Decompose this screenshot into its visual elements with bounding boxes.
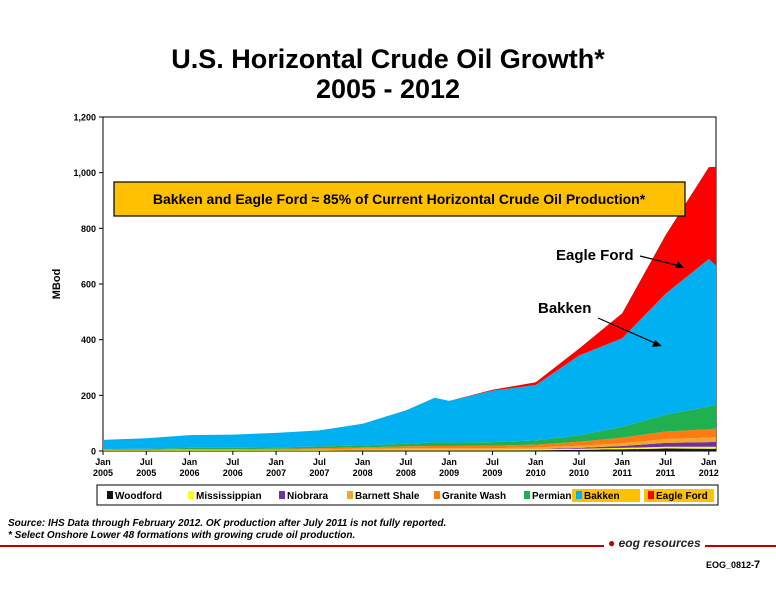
annotation-bakken-arrow bbox=[597, 317, 658, 345]
source-line-1: Source: IHS Data through February 2012. … bbox=[8, 518, 447, 529]
legend-label-granite-wash: Granite Wash bbox=[442, 491, 506, 502]
x-tick-label-month: Jul bbox=[140, 457, 153, 467]
legend-label-bakken: Bakken bbox=[584, 491, 620, 502]
legend-label-permian: Permian bbox=[532, 491, 571, 502]
legend-swatch-permian bbox=[524, 491, 530, 499]
legend-label-barnett-shale: Barnett Shale bbox=[355, 491, 420, 502]
x-tick-label-year: 2009 bbox=[439, 468, 459, 478]
x-tick-label-year: 2006 bbox=[223, 468, 243, 478]
legend-swatch-granite-wash bbox=[434, 491, 440, 499]
area-barnett-shale bbox=[103, 437, 716, 451]
legend-label-woodford: Woodford bbox=[115, 491, 162, 502]
x-tick-label-year: 2010 bbox=[569, 468, 589, 478]
footer-rule bbox=[0, 545, 776, 547]
x-tick-label-month: Jan bbox=[701, 457, 717, 467]
y-tick-label: 800 bbox=[81, 224, 96, 234]
x-tick-label-year: 2008 bbox=[396, 468, 416, 478]
area-woodford bbox=[103, 448, 716, 451]
title-line-1: U.S. Horizontal Crude Oil Growth* bbox=[171, 44, 605, 74]
eog-logo: ● eog resources bbox=[604, 536, 705, 550]
legend-swatch-woodford bbox=[107, 491, 113, 499]
x-tick-label-year: 2007 bbox=[266, 468, 286, 478]
x-tick-label-year: 2010 bbox=[526, 468, 546, 478]
x-tick-label-month: Jul bbox=[659, 457, 672, 467]
legend-swatch-niobrara bbox=[279, 491, 285, 499]
legend-label-mississippian: Mississippian bbox=[196, 491, 262, 502]
y-tick-label: 0 bbox=[91, 447, 96, 457]
x-tick-label-year: 2011 bbox=[612, 468, 632, 478]
x-tick-label-year: 2007 bbox=[309, 468, 329, 478]
x-tick-label-month: Jan bbox=[614, 457, 630, 467]
doc-id-text: EOG_0812- bbox=[706, 560, 755, 570]
area-permian bbox=[103, 404, 716, 450]
annotation-bakken-arrowhead bbox=[652, 340, 662, 347]
x-tick-label-month: Jan bbox=[355, 457, 371, 467]
y-tick-label: 400 bbox=[81, 335, 96, 345]
x-tick-label-month: Jan bbox=[182, 457, 198, 467]
annotation-eagle-ford-arrow bbox=[639, 255, 681, 267]
x-tick-label-month: Jul bbox=[572, 457, 585, 467]
x-tick-label-month: Jul bbox=[399, 457, 412, 467]
legend-swatch-eagle-ford bbox=[648, 491, 654, 499]
annotation-eagle-ford: Eagle Ford bbox=[556, 247, 634, 264]
x-tick-label-month: Jul bbox=[486, 457, 499, 467]
area-bakken bbox=[103, 259, 716, 450]
page-number: 7 bbox=[754, 559, 761, 571]
x-tick-label-month: Jan bbox=[528, 457, 544, 467]
source-line-2: * Select Onshore Lower 48 formations wit… bbox=[8, 530, 356, 541]
x-tick-label-year: 2006 bbox=[180, 468, 200, 478]
x-tick-label-month: Jul bbox=[226, 457, 239, 467]
callout-box: Bakken and Eagle Ford ≈ 85% of Current H… bbox=[113, 181, 686, 217]
legend-swatch-mississippian bbox=[188, 491, 194, 499]
annotation-eagle-ford-arrowhead bbox=[675, 261, 684, 268]
legend-label-eagle-ford: Eagle Ford bbox=[656, 491, 708, 502]
y-tick-label: 1,200 bbox=[73, 113, 96, 123]
x-tick-label-month: Jan bbox=[441, 457, 457, 467]
y-tick-label: 200 bbox=[81, 391, 96, 401]
y-axis-label: MBod bbox=[51, 269, 63, 300]
chart-title: U.S. Horizontal Crude Oil Growth* 2005 -… bbox=[0, 44, 776, 104]
x-tick-label-year: 2012 bbox=[699, 468, 719, 478]
legend-swatch-bakken bbox=[576, 491, 582, 499]
legend-swatch-barnett-shale bbox=[347, 491, 353, 499]
title-line-2: 2005 - 2012 bbox=[315, 74, 461, 104]
x-tick-label-month: Jul bbox=[313, 457, 326, 467]
x-tick-label-month: Jan bbox=[95, 457, 111, 467]
x-tick-label-year: 2008 bbox=[353, 468, 373, 478]
legend-label-niobrara: Niobrara bbox=[287, 491, 329, 502]
area-granite-wash bbox=[103, 428, 716, 450]
x-tick-label-year: 2009 bbox=[482, 468, 502, 478]
logo-text: eog resources bbox=[618, 536, 701, 550]
y-tick-label: 600 bbox=[81, 280, 96, 290]
x-tick-label-year: 2005 bbox=[93, 468, 113, 478]
callout-text: Bakken and Eagle Ford ≈ 85% of Current H… bbox=[153, 191, 646, 207]
legend-highlight bbox=[572, 489, 640, 502]
legend: Woodford Mississippian Niobrara Barnett Sha… bbox=[96, 484, 719, 506]
y-tick-label: 1,000 bbox=[73, 168, 96, 178]
x-tick-label-year: 2011 bbox=[656, 468, 676, 478]
legend-highlight bbox=[644, 489, 714, 502]
drop-icon: ● bbox=[608, 536, 616, 550]
x-tick-label-month: Jan bbox=[268, 457, 284, 467]
annotation-bakken: Bakken bbox=[538, 300, 591, 317]
doc-id: EOG_0812-7 bbox=[706, 559, 760, 571]
area-mississippian bbox=[103, 446, 716, 451]
x-tick-label-year: 2005 bbox=[136, 468, 156, 478]
source-note: Source: IHS Data through February 2012. … bbox=[8, 518, 446, 542]
